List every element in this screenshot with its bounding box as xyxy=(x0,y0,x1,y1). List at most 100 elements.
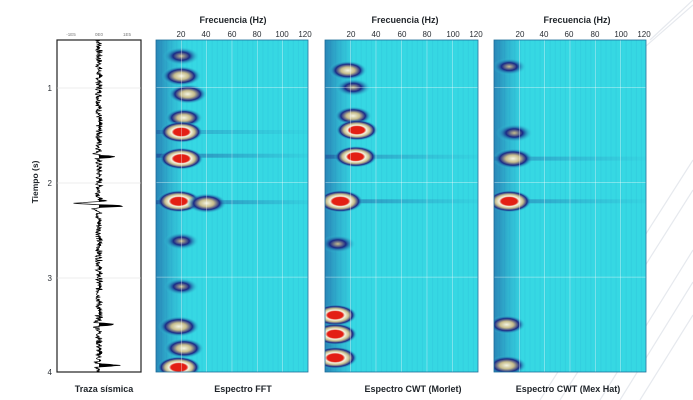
cwt-morlet-panel-title: Espectro CWT (Morlet) xyxy=(364,384,461,394)
trace-tick-label: -1E5 xyxy=(66,32,76,37)
texture-streak xyxy=(376,40,377,372)
energy-blob xyxy=(328,60,368,80)
energy-blob xyxy=(494,190,532,213)
time-tick-label: 2 xyxy=(48,179,53,188)
frequency-tick-label: 40 xyxy=(202,30,211,39)
frequency-tick-label: 120 xyxy=(298,30,312,39)
texture-streak xyxy=(386,40,388,372)
texture-streak xyxy=(549,40,551,372)
energy-blob xyxy=(325,323,358,346)
texture-streak xyxy=(406,40,408,372)
frequency-tick-label: 40 xyxy=(372,30,381,39)
texture-streak xyxy=(472,40,474,372)
texture-streak xyxy=(282,40,284,372)
texture-streak xyxy=(277,40,279,372)
texture-streak xyxy=(559,40,561,372)
trace-waveform xyxy=(73,39,124,373)
texture-streak xyxy=(391,40,393,372)
texture-streak xyxy=(262,40,264,372)
frequency-tick-label: 120 xyxy=(637,30,651,39)
cwt-mexhat-panel: Frecuencia (Hz) 20 40 60 80 100 120 Espe… xyxy=(493,15,651,394)
trace-panel: -1E5 0E0 1E5 Traza sísmica xyxy=(56,32,142,394)
texture-streak xyxy=(226,40,228,372)
texture-streak xyxy=(432,40,434,372)
frequency-tick-label: 120 xyxy=(469,30,483,39)
trace-tick-label: 1E5 xyxy=(123,32,132,37)
cwt-mexhat-panel-title: Espectro CWT (Mex Hat) xyxy=(516,384,621,394)
texture-streak xyxy=(297,40,299,372)
texture-streak xyxy=(452,40,454,372)
texture-streak xyxy=(610,40,612,372)
energy-blob xyxy=(156,356,201,372)
cwt-mexhat-frame xyxy=(493,39,647,373)
texture-streak xyxy=(529,40,531,372)
texture-streak xyxy=(401,40,403,372)
frequency-tick-label: 60 xyxy=(565,30,574,39)
texture-streak xyxy=(595,40,597,372)
energy-blob xyxy=(494,315,526,334)
energy-blob xyxy=(494,355,527,372)
frequency-axis-label: Frecuencia (Hz) xyxy=(543,15,610,25)
frequency-tick-label: 20 xyxy=(347,30,356,39)
frequency-ticks: 20 40 60 80 100 120 xyxy=(177,30,313,39)
texture-streak xyxy=(564,40,566,372)
texture-streak xyxy=(615,40,617,372)
time-axis-label: Tiempo (s) xyxy=(30,160,40,203)
texture-streak xyxy=(232,40,233,372)
texture-streak xyxy=(635,40,637,372)
frequency-tick-label: 100 xyxy=(614,30,628,39)
texture-streak xyxy=(411,40,413,372)
frequency-tick-label: 80 xyxy=(253,30,262,39)
texture-streak xyxy=(242,40,244,372)
texture-streak xyxy=(365,40,367,372)
texture-streak xyxy=(370,40,372,372)
energy-blob xyxy=(168,84,208,104)
energy-blob xyxy=(158,316,200,337)
texture-streak xyxy=(287,40,289,372)
texture-streak xyxy=(421,40,423,372)
energy-blob xyxy=(334,145,378,168)
energy-blob xyxy=(494,148,534,169)
frequency-tick-label: 100 xyxy=(446,30,460,39)
texture-streak xyxy=(437,40,439,372)
fft-panel: Frecuencia (Hz) 20 40 60 80 100 120 Espe… xyxy=(155,15,313,394)
texture-streak xyxy=(580,40,582,372)
energy-blob xyxy=(163,338,204,359)
cwt-morlet-frame xyxy=(324,39,479,373)
texture-streak xyxy=(462,40,464,372)
cwt-mexhat-heatmap xyxy=(494,40,646,372)
texture-streak xyxy=(442,40,444,372)
energy-blob xyxy=(325,234,356,253)
cwt-morlet-panel: Frecuencia (Hz) 20 40 60 80 100 120 Espe… xyxy=(324,15,484,394)
texture-streak xyxy=(272,40,274,372)
frequency-ticks: 20 40 60 80 100 120 xyxy=(347,30,484,39)
texture-streak xyxy=(447,40,449,372)
texture-streak xyxy=(292,40,294,372)
texture-streak xyxy=(467,40,469,372)
texture-streak xyxy=(544,40,546,372)
texture-streak xyxy=(625,40,627,372)
texture-streak xyxy=(575,40,577,372)
texture-streak xyxy=(620,40,622,372)
texture-streak xyxy=(457,40,459,372)
texture-streak xyxy=(590,40,592,372)
energy-blob xyxy=(325,189,364,213)
time-tick-label: 1 xyxy=(48,84,53,93)
cwt-morlet-heatmap xyxy=(325,40,478,372)
texture-streak xyxy=(416,40,418,372)
texture-streak xyxy=(605,40,607,372)
fft-heatmap xyxy=(156,40,308,372)
energy-blob xyxy=(495,123,533,143)
frequency-tick-label: 20 xyxy=(516,30,525,39)
texture-streak xyxy=(396,40,398,372)
time-axis: Tiempo (s) 1 2 3 4 xyxy=(30,84,53,377)
frequency-tick-label: 60 xyxy=(398,30,407,39)
texture-streak xyxy=(257,40,259,372)
trace-tick-label: 0E0 xyxy=(95,32,104,37)
texture-streak xyxy=(360,40,362,372)
time-tick-label: 3 xyxy=(48,274,53,283)
time-tick-label: 4 xyxy=(48,368,53,377)
fft-frame xyxy=(155,39,309,373)
frequency-tick-label: 100 xyxy=(275,30,289,39)
